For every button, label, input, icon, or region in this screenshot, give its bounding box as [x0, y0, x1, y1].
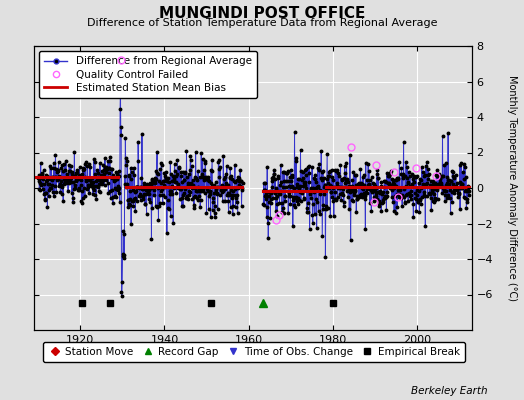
Legend: Difference from Regional Average, Quality Control Failed, Estimated Station Mean: Difference from Regional Average, Qualit…: [39, 51, 257, 98]
Text: MUNGINDI POST OFFICE: MUNGINDI POST OFFICE: [159, 6, 365, 21]
Text: Berkeley Earth: Berkeley Earth: [411, 386, 487, 396]
Text: Difference of Station Temperature Data from Regional Average: Difference of Station Temperature Data f…: [87, 18, 437, 28]
Legend: Station Move, Record Gap, Time of Obs. Change, Empirical Break: Station Move, Record Gap, Time of Obs. C…: [43, 342, 465, 362]
Y-axis label: Monthly Temperature Anomaly Difference (°C): Monthly Temperature Anomaly Difference (…: [507, 75, 517, 301]
